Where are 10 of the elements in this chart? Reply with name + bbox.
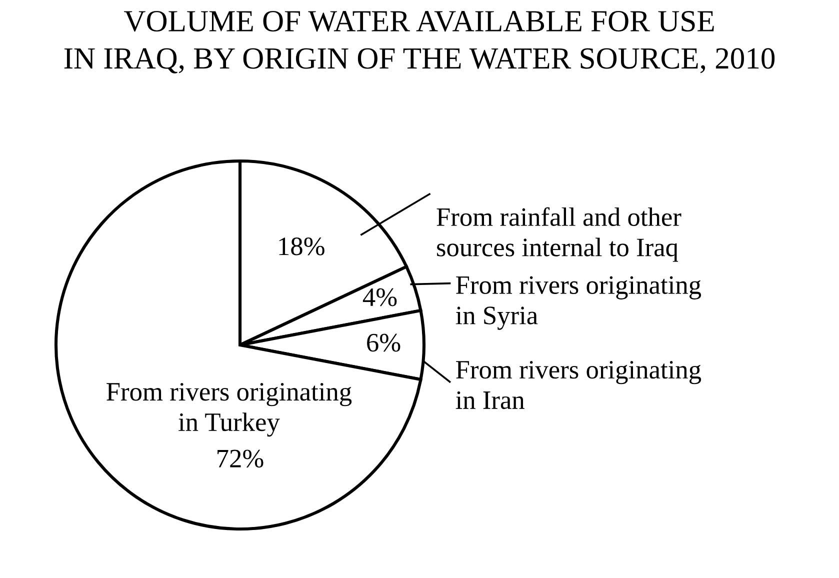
slice-label: From rivers originating in Turkey [106, 382, 352, 437]
pie-slice [54, 159, 422, 531]
data-label: 72% [218, 450, 264, 468]
slice-label: From rivers originating in Syria [456, 276, 702, 330]
slice-label: From rivers originating in Iran [456, 360, 702, 410]
chart-title: VOLUME OF WATER AVAILABLE FOR USE IN IRAQ, BY ORIGIN OF THE WATER SOURCE, 2010 [64, 10, 775, 74]
data-label: 6% [367, 334, 400, 352]
data-label: 4% [362, 288, 397, 306]
slice-label: From rainfall and other sources internal to Iraq [436, 207, 682, 262]
data-label: 18% [279, 237, 324, 256]
